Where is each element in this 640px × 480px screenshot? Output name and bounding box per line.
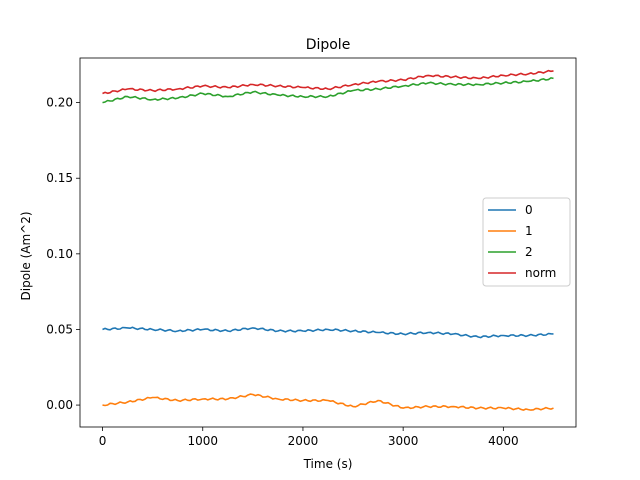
x-tick-label: 0	[99, 434, 107, 448]
x-tick-label: 3000	[388, 434, 419, 448]
series-line-norm	[102, 69, 554, 95]
plot-area	[79, 57, 577, 428]
x-axis-label: Time (s)	[303, 457, 353, 471]
y-axis-label: Dipole (Am^2)	[19, 211, 33, 300]
series-line-0	[102, 326, 554, 339]
chart-title: Dipole	[306, 37, 351, 53]
legend-label: 0	[525, 203, 533, 217]
y-tick-label: 0.10	[46, 247, 73, 261]
legend-box	[482, 197, 571, 287]
plot-frame	[79, 57, 577, 428]
x-tick-label: 2000	[288, 434, 319, 448]
series-line-2	[102, 77, 554, 104]
y-axis: 0.00 0.05 0.10 0.15 0.20	[46, 96, 80, 412]
x-axis: 0 1000 2000 3000 4000	[99, 427, 519, 448]
legend: 0 1 2 norm	[482, 197, 571, 287]
x-tick-label: 1000	[187, 434, 218, 448]
legend-label: 1	[525, 224, 533, 238]
y-tick-label: 0.00	[46, 398, 73, 412]
series-line-1	[102, 393, 554, 411]
y-tick-label: 0.20	[46, 96, 73, 110]
y-tick-label: 0.05	[46, 322, 73, 336]
legend-label: norm	[525, 266, 556, 280]
x-tick-label: 4000	[488, 434, 519, 448]
legend-label: 2	[525, 245, 533, 259]
series-layer	[102, 69, 554, 411]
y-tick-label: 0.15	[46, 171, 73, 185]
